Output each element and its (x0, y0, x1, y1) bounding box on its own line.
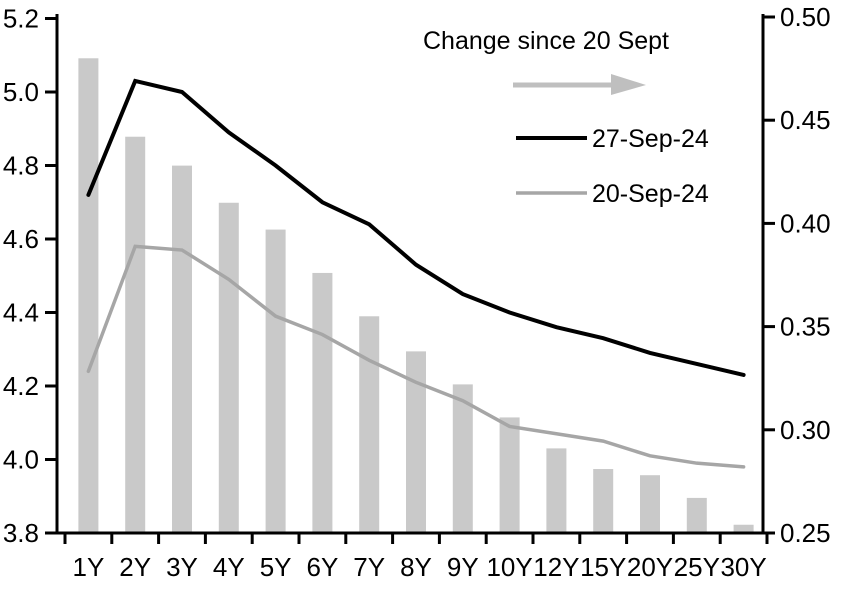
x-axis-label-1Y: 1Y (72, 552, 104, 582)
left-axis-tick-label: 4.2 (3, 371, 39, 401)
x-axis-label-3Y: 3Y (166, 552, 198, 582)
x-axis-label-5Y: 5Y (260, 552, 292, 582)
x-axis-label-15Y: 15Y (580, 552, 626, 582)
left-axis-tick-label: 4.6 (3, 224, 39, 254)
bar-15Y (593, 469, 614, 533)
left-axis-tick-label: 4.0 (3, 445, 39, 475)
bar-2Y (125, 136, 146, 533)
legend-27-sep-label: 27-Sep-24 (592, 125, 709, 153)
bar-1Y (78, 58, 99, 533)
right-arrow-icon (513, 74, 646, 95)
legend: Change since 20 Sept 27-Sep-24 20-Sep-24 (423, 27, 709, 208)
x-axis-label-8Y: 8Y (400, 552, 432, 582)
bar-5Y (265, 229, 286, 534)
right-axis-tick-label: 0.45 (780, 105, 831, 135)
legend-20-sep-label: 20-Sep-24 (592, 180, 709, 208)
bar-4Y (218, 202, 239, 533)
x-axis-label-10Y: 10Y (486, 552, 532, 582)
x-axis-label-4Y: 4Y (213, 552, 245, 582)
bar-3Y (172, 165, 192, 533)
x-axis-label-20Y: 20Y (627, 552, 673, 582)
x-axis-label-12Y: 12Y (533, 552, 579, 582)
bar-25Y (686, 497, 707, 533)
right-axis-tick-label: 0.25 (780, 518, 831, 548)
right-axis-tick-label: 0.30 (780, 415, 831, 445)
bar-6Y (312, 272, 333, 533)
x-axis-label-30Y: 30Y (720, 552, 766, 582)
legend-change-label: Change since 20 Sept (423, 27, 669, 55)
right-axis-tick-label: 0.35 (780, 312, 831, 342)
left-axis-tick-label: 5.0 (3, 77, 39, 107)
right-axis-tick-label: 0.50 (780, 2, 831, 32)
x-axis-label-25Y: 25Y (674, 552, 720, 582)
right-axis-tick-label: 0.40 (780, 208, 831, 238)
bar-10Y (499, 417, 520, 533)
left-axis-tick-label: 3.8 (3, 518, 39, 548)
left-axis-tick-label: 4.4 (3, 298, 39, 328)
bar-8Y (406, 351, 426, 533)
x-axis-label-7Y: 7Y (353, 552, 385, 582)
bar-7Y (359, 316, 380, 533)
bar-20Y (640, 475, 660, 533)
left-axis-tick-label: 5.2 (3, 4, 39, 34)
left-axis-tick-label: 4.8 (3, 151, 39, 181)
x-axis-label-9Y: 9Y (447, 552, 479, 582)
x-axis-label-2Y: 2Y (119, 552, 151, 582)
bar-9Y (452, 384, 473, 533)
plot-area: 5.2 5.0 4.8 4.6 4.4 4.2 4.0 3.8 0.50 0.45 0.40 0.35… (3, 2, 831, 582)
x-axis-label-6Y: 6Y (306, 552, 338, 582)
bar-30Y (733, 524, 754, 533)
series-line-27-sep-24 (86, 78, 746, 377)
series-line-20-sep-24 (86, 244, 746, 469)
bar-12Y (546, 448, 567, 533)
